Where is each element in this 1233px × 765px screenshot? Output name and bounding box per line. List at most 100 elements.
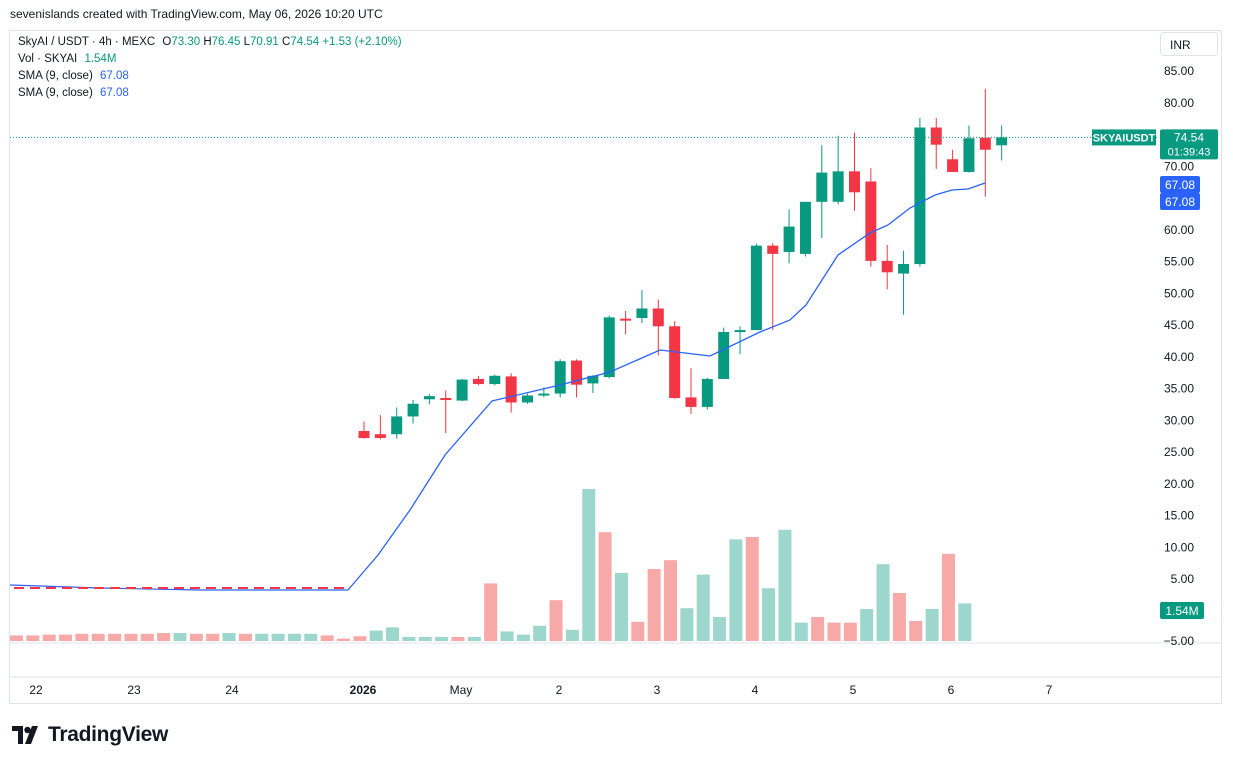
- volume-bar: [680, 608, 694, 641]
- volume-bar: [909, 621, 923, 641]
- high-value: 76.45: [211, 36, 241, 48]
- volume-row: Vol · SKYAI 1.54M: [18, 51, 402, 68]
- volume-bar: [75, 633, 89, 641]
- volume-bar: [369, 630, 383, 641]
- candle-body: [554, 361, 566, 394]
- volume-bar: [59, 634, 73, 641]
- open-value: 73.30: [171, 36, 201, 48]
- candle-body: [587, 375, 599, 384]
- candle-body: [865, 181, 877, 261]
- y-tick-label: 5.00: [1171, 572, 1195, 586]
- volume-bar: [26, 635, 40, 641]
- volume-bar: [402, 637, 416, 641]
- volume-bar: [713, 617, 727, 641]
- volume-bar: [91, 633, 105, 641]
- sma-tag-a: 67.08: [1165, 178, 1195, 192]
- currency-button[interactable]: INR: [1160, 32, 1218, 56]
- candle-body: [963, 138, 975, 172]
- candle-body: [816, 172, 828, 202]
- volume-tag-bg: [1160, 602, 1204, 619]
- sma-tag-b-bg: [1160, 193, 1200, 210]
- sma-tag-a-bg: [1160, 176, 1200, 193]
- candle-body: [489, 375, 501, 385]
- x-tick-label: 6: [948, 683, 955, 697]
- x-tick-label: 24: [225, 683, 239, 697]
- volume-bar: [696, 574, 710, 641]
- volume-bar: [353, 636, 367, 641]
- candle-body: [947, 159, 959, 172]
- candle-body: [685, 397, 697, 407]
- candle-body: [832, 171, 844, 202]
- x-tick-label: 4: [752, 683, 759, 697]
- volume-bar: [206, 633, 220, 641]
- x-tick-label: 7: [1046, 683, 1053, 697]
- candle-body: [522, 395, 533, 403]
- candle-body: [358, 431, 370, 439]
- y-tick-label: 85.00: [1164, 64, 1194, 78]
- volume-bar: [304, 633, 318, 641]
- candle-body: [783, 226, 795, 252]
- volume-bar: [484, 583, 498, 641]
- volume-value: 1.54M: [84, 53, 117, 65]
- volume-bar: [582, 489, 596, 641]
- y-tick-label: 80.00: [1164, 96, 1194, 110]
- open-label: O: [162, 36, 172, 48]
- volume-bar: [565, 629, 579, 641]
- volume-bar: [10, 635, 23, 641]
- y-tick-label: 10.00: [1164, 540, 1194, 554]
- tradingview-logo[interactable]: TradingView: [12, 722, 168, 748]
- last-price-tag: 74.54: [1174, 130, 1204, 144]
- tradingview-logo-icon: [12, 726, 38, 744]
- candle-body: [571, 360, 583, 385]
- y-tick-label: 35.00: [1164, 382, 1194, 396]
- candle-body: [767, 245, 779, 254]
- candle-body: [456, 379, 468, 401]
- candle-body: [472, 378, 484, 385]
- volume-bar: [941, 553, 955, 641]
- y-tick-label: 55.00: [1164, 255, 1194, 269]
- volume-bar: [631, 621, 645, 641]
- sma-line: [347, 182, 986, 591]
- volume-bar: [614, 573, 628, 641]
- candle-body: [652, 308, 664, 327]
- symbol-label[interactable]: SkyAI / USDT · 4h · MEXC: [18, 36, 156, 48]
- low-label: L: [243, 36, 251, 48]
- volume-bar: [892, 593, 906, 641]
- y-tick-label: 45.00: [1164, 318, 1194, 332]
- candle-body: [718, 331, 730, 379]
- volume-bar: [435, 637, 449, 641]
- countdown-tag: 01:39:43: [1168, 146, 1211, 158]
- change-value: +1.53 (+2.10%): [322, 36, 402, 48]
- close-value: 74.54: [290, 36, 320, 48]
- sma-label-2[interactable]: SMA (9, close): [18, 87, 93, 99]
- volume-label[interactable]: Vol · SKYAI: [18, 53, 78, 65]
- candle-body: [701, 378, 713, 407]
- sma-row-1: SMA (9, close) 67.08: [18, 68, 402, 85]
- volume-bar: [876, 564, 890, 641]
- volume-bar: [255, 633, 269, 641]
- volume-bar: [745, 537, 759, 641]
- x-tick-label: 2026: [350, 683, 377, 697]
- x-tick-label: 23: [127, 683, 141, 697]
- x-tick-label: 5: [850, 683, 857, 697]
- volume-bar: [124, 633, 138, 641]
- candle-body: [898, 264, 910, 274]
- candle-body: [603, 317, 615, 378]
- candle-body: [505, 376, 517, 403]
- sma-label-1[interactable]: SMA (9, close): [18, 70, 93, 82]
- candle-body: [849, 171, 860, 193]
- chart-frame: [9, 30, 1222, 704]
- volume-bar: [598, 532, 612, 641]
- candle-body: [881, 260, 893, 273]
- chart-attribution: sevenislands created with TradingView.co…: [10, 7, 383, 21]
- high-label: H: [203, 36, 212, 48]
- sma-row-2: SMA (9, close) 67.08: [18, 85, 402, 102]
- volume-bar: [320, 635, 334, 641]
- volume-bar: [664, 560, 677, 641]
- candle-body: [996, 137, 1008, 146]
- volume-bar: [238, 633, 252, 641]
- volume-bar: [337, 638, 350, 641]
- volume-bar: [533, 625, 547, 641]
- y-tick-label: 25.00: [1164, 445, 1194, 459]
